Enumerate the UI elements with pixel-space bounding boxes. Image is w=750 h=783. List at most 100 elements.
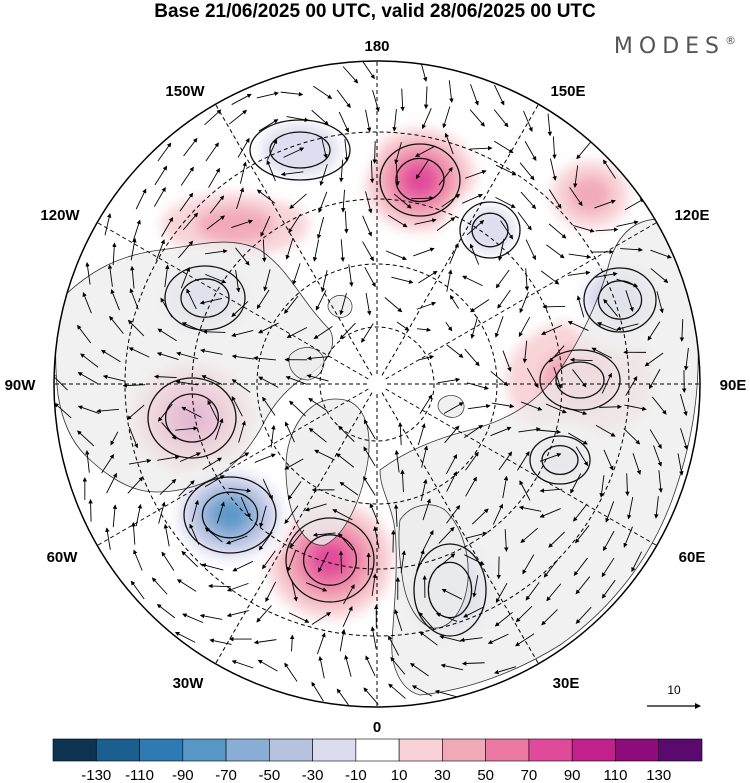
wind-arrow [384,297,403,313]
wind-arrow [603,530,615,552]
wind-arrow [525,582,540,601]
brand-text: MODES [613,34,725,59]
wind-arrow [338,550,344,574]
wind-arrow [445,321,453,332]
wind-arrow [202,457,223,470]
wind-arrow [388,214,408,228]
wind-arrow [284,458,304,470]
wind-arrow [361,61,375,80]
wind-arrow [174,631,196,643]
colorbar-swatch [139,738,184,762]
wind-arrow [546,244,565,259]
wind-arrow [128,347,150,358]
wind-arrow [468,403,491,410]
wind-arrow [151,577,168,595]
wind-arrow [235,247,250,266]
contour-line [249,119,351,181]
wind-arrow [548,223,567,239]
wind-arrow [549,345,565,363]
wind-arrow [392,108,397,132]
colorbar-tick-label: 90 [564,767,581,783]
wind-arrow [157,142,172,162]
colorbar-tick-label: 10 [391,767,408,783]
wind-arrow [262,396,276,416]
wind-arrow [112,504,118,528]
lon-label-120w: 120W [40,207,80,224]
wind-arrow [258,376,279,388]
wind-arrow [257,659,278,672]
contour-line [285,517,375,603]
wind-arrow [414,218,437,225]
wind-arrow [398,422,403,445]
wind-arrow [231,330,254,338]
wind-arrow [502,350,512,372]
wind-arrow [394,609,403,631]
wind-arrow [207,400,219,421]
wind-arrow [201,563,224,571]
wind-arrow [256,91,279,99]
wind-arrow [542,304,566,310]
wind-arrow [548,531,565,548]
wind-arrow [573,503,588,522]
wind-arrow [231,396,243,417]
wind-arrow [400,550,406,573]
wind-arrow [625,376,638,396]
contour-line [413,543,487,637]
wind-arrow [625,473,630,497]
wind-arrow [498,451,513,471]
wind-arrow [157,328,177,342]
wind-arrow [319,164,328,186]
wind-arrow [492,503,503,525]
wind-arrow [161,551,175,571]
wind-arrow [569,187,583,207]
meridians [54,61,700,707]
wind-arrow [470,299,490,313]
wind-arrow [519,480,531,501]
wind-arrow [306,374,329,382]
wind-arrow [316,216,325,239]
wind-arrow [110,431,119,446]
wind-arrow [656,291,664,314]
colorbar-tick-label: -110 [125,767,154,783]
wind-arrow [163,523,170,547]
wind-arrow [624,198,645,211]
wind-arrow [365,191,373,214]
wind-arrow [575,446,589,467]
wind-arrow [543,559,559,578]
contour-line [529,435,591,485]
wind-arrow [596,322,619,332]
wind-arrow [239,161,247,184]
wind-arrow [518,427,541,433]
wind-arrow [157,455,180,461]
wind-arrow [153,374,177,379]
wind-arrow [362,241,374,262]
wind-arrow [524,141,537,162]
colorbar-tick-label: 50 [477,767,494,783]
wind-arrow [256,289,270,310]
wind-arrow [201,375,223,385]
wind-arrow [284,295,299,314]
wind-arrow [314,449,335,461]
wind-arrow [133,549,143,571]
wind-arrow [176,579,197,592]
wind-arrow [161,216,174,237]
wind-arrow [518,505,542,512]
wind-arrow [553,367,562,389]
wind-arrow [344,139,349,162]
colorbar-tick-label: -10 [345,767,367,783]
wind-arrow [155,239,165,261]
wind-arrow [109,315,124,334]
wind-arrow [336,688,351,707]
wind-arrow [259,505,267,528]
wind-arrow [423,86,429,110]
wind-arrow [107,264,113,287]
wind-arrow [546,583,562,602]
wind-arrow [552,136,557,160]
wind-arrow [388,635,400,656]
wind-arrow [77,324,92,344]
wind-arrow [418,354,435,361]
contour-line [395,157,445,203]
wind-arrow [318,551,329,573]
wind-arrow [520,527,538,544]
wind-arrow [565,407,588,416]
